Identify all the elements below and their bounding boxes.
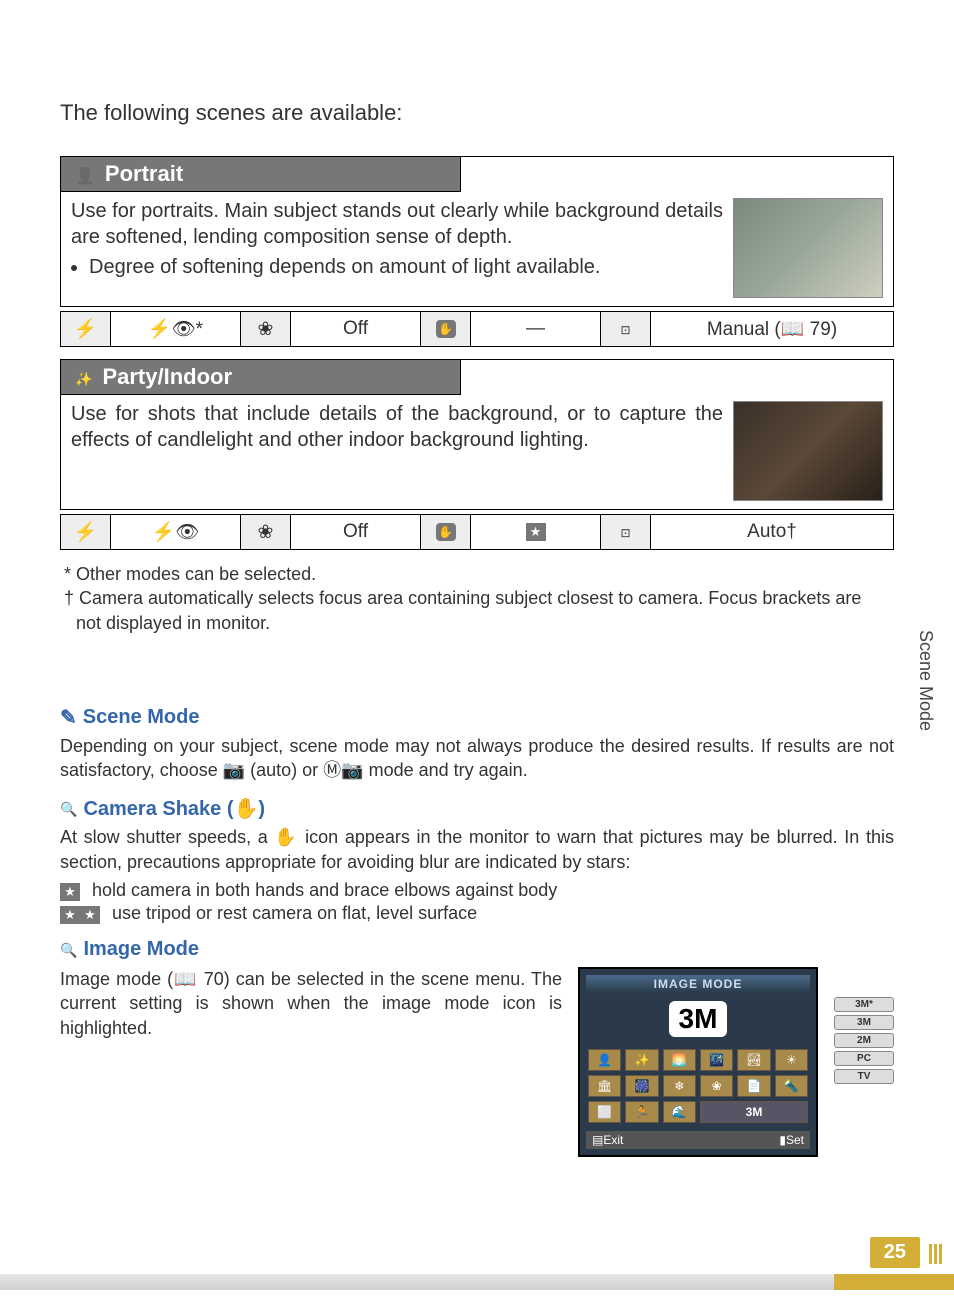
party-flash-value: ⚡👁: [111, 515, 241, 549]
star-text-2: use tripod or rest camera on flat, level…: [112, 903, 477, 924]
image-mode-note-head: Image Mode: [60, 938, 894, 961]
lcd-scene-grid: 👤✨🌅🌃🏞☀ 🏛🎆❄❀📄🔦 ⬜🏃🌊 3M: [586, 1045, 810, 1127]
portrait-flash-value: ⚡👁*: [111, 312, 241, 346]
portrait-af-value: Manual (📖 79): [651, 312, 893, 346]
scene-portrait: Portrait Use for portraits. Main subject…: [60, 156, 894, 307]
scene-portrait-settings: ⚡👁* Off — Manual (📖 79): [60, 311, 894, 347]
af-icon: [601, 312, 651, 346]
scene-portrait-bullet: Degree of softening depends on amount of…: [89, 254, 723, 280]
mode-badge: 3M*: [834, 997, 894, 1012]
magnifier-icon: [60, 797, 77, 820]
camera-shake-note-head: Camera Shake (✋): [60, 796, 894, 821]
macro-icon: [241, 312, 291, 346]
footnote-1: * Other modes can be selected.: [64, 562, 890, 586]
af-icon: [601, 515, 651, 549]
scene-portrait-header: Portrait: [61, 157, 461, 192]
macro-icon: [241, 515, 291, 549]
scene-party-settings: ⚡👁 Off ★ Auto†: [60, 514, 894, 550]
mode-badge: PC: [834, 1051, 894, 1066]
scene-party-thumbnail: [733, 401, 883, 501]
camera-shake-note-title: Camera Shake (✋): [83, 796, 265, 821]
portrait-shake-value: —: [471, 312, 601, 346]
camera-shake-note-body: At slow shutter speeds, a ✋ icon appears…: [60, 825, 894, 874]
scene-party: Party/Indoor Use for shots that include …: [60, 359, 894, 510]
star-row-2: ★★ use tripod or rest camera on flat, le…: [60, 903, 894, 924]
magnifier-icon: [60, 938, 77, 961]
scene-mode-note-body: Depending on your subject, scene mode ma…: [60, 734, 894, 783]
scene-mode-note-title: Scene Mode: [83, 706, 200, 729]
lcd-set: ▮Set: [779, 1133, 804, 1147]
camera-shake-star-list: ★ hold camera in both hands and brace el…: [60, 880, 894, 924]
scene-party-title: Party/Indoor: [102, 364, 232, 390]
lcd-title: IMAGE MODE: [586, 975, 810, 993]
scene-portrait-thumbnail: [733, 198, 883, 298]
shake-icon-cell: [421, 515, 471, 549]
flash-icon: [61, 312, 111, 346]
image-mode-note-body: Image mode (📖 70) can be selected in the…: [60, 967, 562, 1040]
scene-party-desc: Use for shots that include details of th…: [71, 403, 723, 451]
lcd-big-badge: 3M: [669, 1001, 728, 1037]
party-shake-value: ★: [471, 515, 601, 549]
mode-badge: TV: [834, 1069, 894, 1084]
portrait-icon: [75, 161, 95, 187]
star-text-1: hold camera in both hands and brace elbo…: [92, 880, 557, 901]
lcd-exit: ▤Exit: [592, 1133, 623, 1147]
side-tab-label: Scene Mode: [915, 630, 936, 731]
footnotes: * Other modes can be selected. † Camera …: [60, 562, 894, 635]
intro-text: The following scenes are available:: [60, 100, 894, 126]
mode-badge: 2M: [834, 1033, 894, 1048]
page-footer: 25: [0, 1262, 954, 1290]
image-mode-sidebar: 3M* 3M 2M PC TV: [834, 967, 894, 1084]
party-icon: [75, 364, 92, 390]
shake-icon-cell: [421, 312, 471, 346]
footnote-2: † Camera automatically selects focus are…: [64, 586, 890, 635]
page-number: 25: [870, 1237, 920, 1268]
lcd-bottom-badge: 3M: [700, 1101, 808, 1123]
scene-portrait-title: Portrait: [105, 161, 183, 187]
party-macro-value: Off: [291, 515, 421, 549]
portrait-macro-value: Off: [291, 312, 421, 346]
mode-badge: 3M: [834, 1015, 894, 1030]
scene-party-header: Party/Indoor: [61, 360, 461, 395]
scene-portrait-desc: Use for portraits. Main subject stands o…: [71, 200, 723, 248]
flash-icon: [61, 515, 111, 549]
pencil-icon: [60, 705, 77, 730]
star-row-1: ★ hold camera in both hands and brace el…: [60, 880, 894, 901]
image-mode-note-title: Image Mode: [83, 938, 199, 961]
lcd-preview: IMAGE MODE 3M 👤✨🌅🌃🏞☀ 🏛🎆❄❀📄🔦 ⬜🏃🌊 3M ▤Exit…: [578, 967, 818, 1157]
party-af-value: Auto†: [651, 515, 893, 549]
scene-mode-note-head: Scene Mode: [60, 705, 894, 730]
